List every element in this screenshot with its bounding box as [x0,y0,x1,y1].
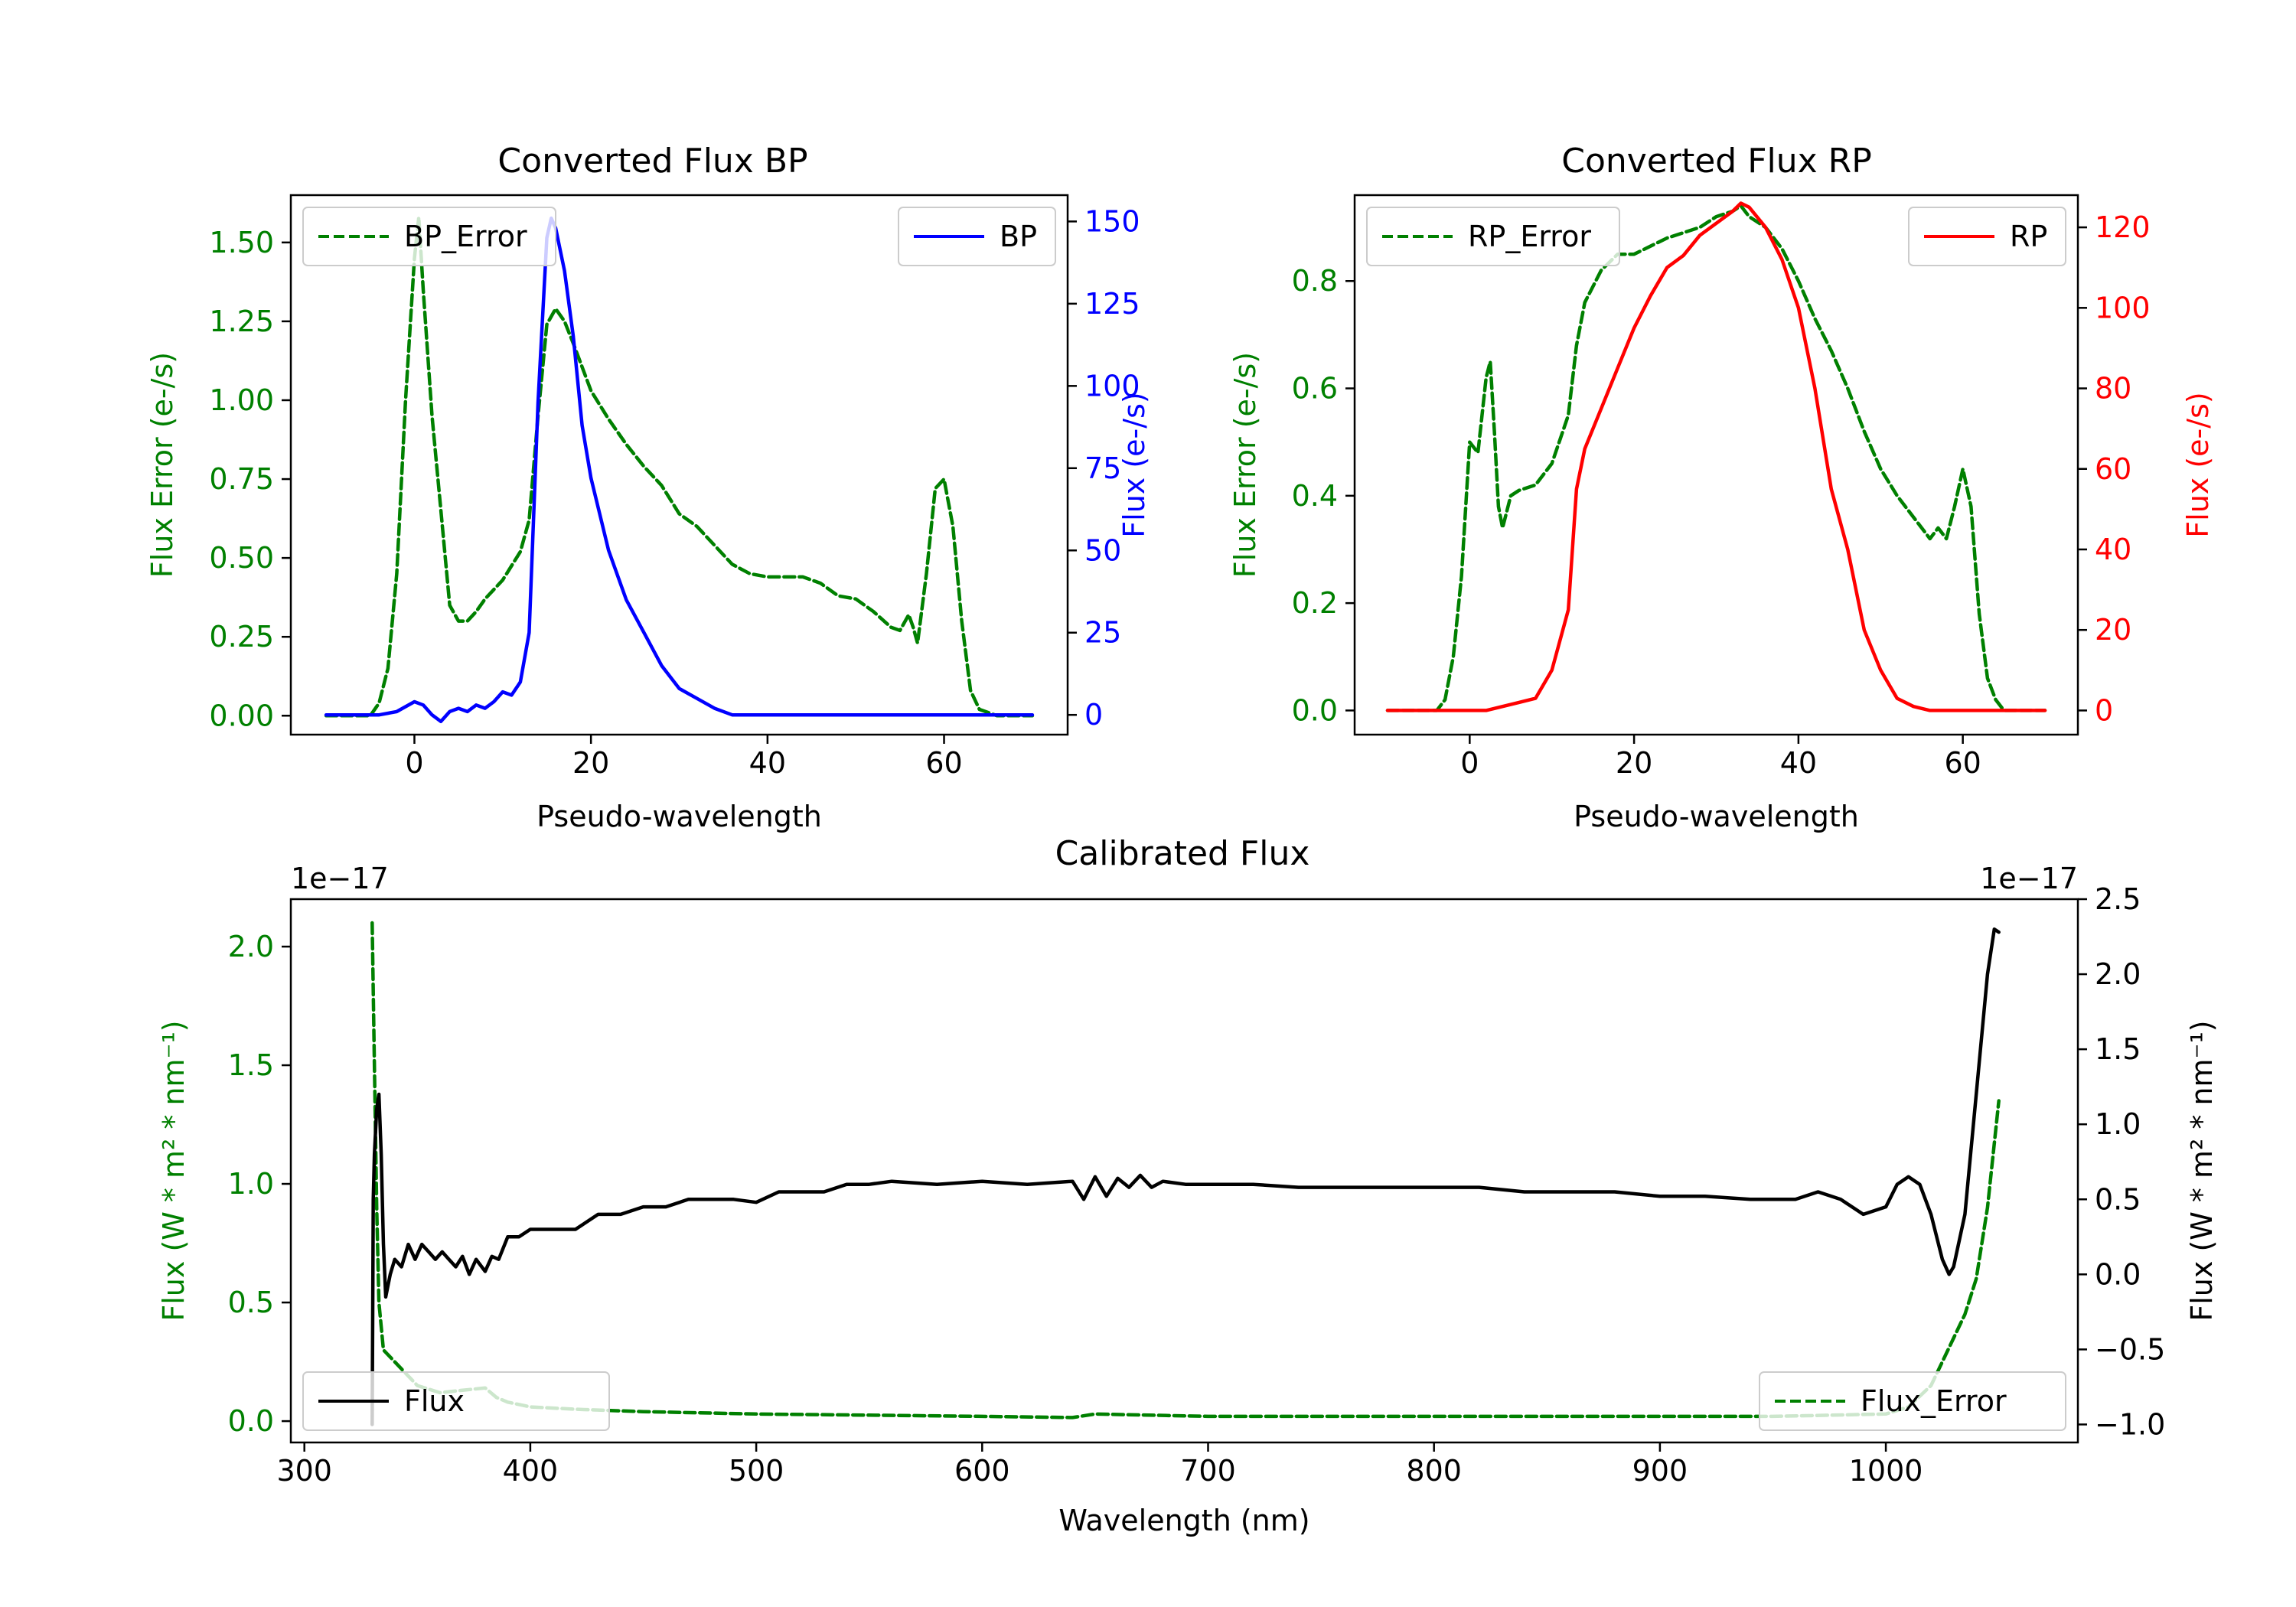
cal-ytick-right-label: 0.5 [2095,1182,2141,1216]
bp-ytick-left-label: 1.50 [209,226,274,259]
cal-legend-flux-label: Flux [404,1384,465,1418]
bp-series-bp-error [324,215,1035,718]
rp-ytick-left-label: 0.2 [1292,586,1338,620]
rp-legend-error: RP_Error [1366,207,1620,266]
cal-offset-right: 1e−17 [1980,862,2078,895]
cal-legend-error-label: Flux_Error [1861,1384,2007,1418]
rp-ytick-right-label: 0 [2095,693,2113,727]
bp-ytick-right-label: 75 [1084,451,1121,485]
cal-legend-error: Flux_Error [1759,1371,2066,1431]
rp-xtick-label: 40 [1780,746,1817,780]
bp-ylabel-right: Flux (e-/s) [1117,392,1151,537]
cal-ytick-right-label: 1.0 [2095,1107,2141,1141]
rp-title: Converted Flux RP [1561,142,1872,181]
cal-ytick-left-label: 1.5 [228,1048,274,1082]
cal-ytick-right-label: −0.5 [2095,1332,2165,1366]
cal-xtick-label: 800 [1406,1454,1462,1488]
cal-xtick-label: 900 [1632,1454,1688,1488]
bp-ytick-left-label: 1.25 [209,305,274,338]
bp-ytick-left-label: 0.00 [209,699,274,732]
rp-ytick-left-label: 0.6 [1292,372,1338,406]
rp-ytick-left-label: 0.0 [1292,693,1338,727]
bp-ytick-right-label: 0 [1084,698,1103,732]
rp-xtick-label: 20 [1616,746,1652,780]
cal-xtick-label: 500 [729,1454,784,1488]
cal-ytick-left-label: 0.5 [228,1286,274,1319]
cal-xtick-label: 1000 [1849,1454,1923,1488]
bp-ytick-right-label: 25 [1084,616,1121,650]
bp-ytick-right-label: 125 [1084,287,1140,321]
subplot-calibrated: Calibrated Flux 300 400 500 600 700 800 900 100… [157,834,2219,1537]
rp-xtick-label: 0 [1460,746,1479,780]
rp-legend-error-label: RP_Error [1468,220,1591,253]
rp-ytick-right-label: 80 [2095,372,2131,406]
bp-xlabel: Pseudo-wavelength [536,800,822,833]
cal-series-flux [370,927,2001,1426]
bp-legend-error-label: BP_Error [404,220,527,253]
bp-axes-frame [289,194,1069,736]
rp-ylabel-left: Flux Error (e-/s) [1228,352,1262,578]
cal-xtick-label: 300 [276,1454,332,1488]
bp-ytick-left-label: 0.75 [209,462,274,496]
bp-title: Converted Flux BP [497,142,807,181]
cal-xtick-label: 600 [954,1454,1010,1488]
rp-ytick-right-label: 120 [2095,210,2151,244]
cal-ytick-right-label: 2.0 [2095,957,2141,991]
rp-legend-flux: RP [1908,207,2066,266]
cal-xlabel: Wavelength (nm) [1058,1504,1309,1537]
cal-xtick-label: 700 [1180,1454,1236,1488]
subplot-bp: Converted Flux BP 0 20 40 60 0.00 0.25 0.50 0.7… [145,142,1151,833]
cal-offset-left: 1e−17 [291,862,389,895]
subplot-rp: Converted Flux RP 0 20 40 60 0.0 0.2 0.4 0.6 0.8… [1228,142,2215,833]
bp-xtick-label: 60 [925,746,962,780]
rp-ytick-left-label: 0.4 [1292,479,1338,513]
bp-legend-flux-label: BP [1000,220,1037,253]
rp-series-rp-error [1385,204,2047,712]
bp-legend-error: BP_Error [302,207,556,266]
cal-ytick-right-label: 1.5 [2095,1032,2141,1066]
rp-ylabel-right: Flux (e-/s) [2181,392,2215,537]
rp-ytick-right-label: 20 [2095,613,2131,647]
cal-ytick-right-label: 0.0 [2095,1257,2141,1291]
cal-xtick-label: 400 [503,1454,559,1488]
cal-ytick-left-label: 2.0 [228,930,274,963]
bp-ytick-left-label: 0.50 [209,541,274,575]
rp-ytick-right-label: 40 [2095,533,2131,566]
cal-ylabel-left: Flux (W * m² * nm⁻¹) [157,1020,191,1321]
bp-xtick-label: 0 [405,746,423,780]
rp-legend-flux-label: RP [2010,220,2047,253]
cal-title: Calibrated Flux [1055,834,1310,873]
rp-xtick-label: 60 [1944,746,1981,780]
cal-ytick-left-label: 0.0 [228,1404,274,1438]
cal-axes-frame [289,898,2079,1444]
bp-xtick-label: 20 [572,746,609,780]
rp-ytick-right-label: 100 [2095,291,2151,324]
rp-ytick-right-label: 60 [2095,452,2131,486]
bp-legend-flux: BP [898,207,1056,266]
rp-axes-frame [1353,194,2079,736]
bp-ytick-right-label: 150 [1084,204,1140,238]
rp-ytick-left-label: 0.8 [1292,264,1338,298]
bp-ytick-left-label: 1.00 [209,383,274,417]
bp-series-bp [324,216,1035,724]
cal-legend-flux: Flux [302,1371,610,1431]
bp-xtick-label: 40 [749,746,786,780]
cal-ytick-right-label: −1.0 [2095,1407,2165,1441]
bp-ylabel-left: Flux Error (e-/s) [145,352,179,578]
bp-ytick-right-label: 100 [1084,369,1140,403]
bp-ytick-left-label: 0.25 [209,620,274,654]
cal-ytick-right-label: 2.5 [2095,882,2141,916]
rp-series-rp [1385,201,2047,712]
cal-ylabel-right: Flux (W * m² * nm⁻¹) [2185,1020,2219,1321]
bp-ytick-right-label: 50 [1084,533,1121,567]
rp-xlabel: Pseudo-wavelength [1574,800,1859,833]
cal-ytick-left-label: 1.0 [228,1167,274,1201]
